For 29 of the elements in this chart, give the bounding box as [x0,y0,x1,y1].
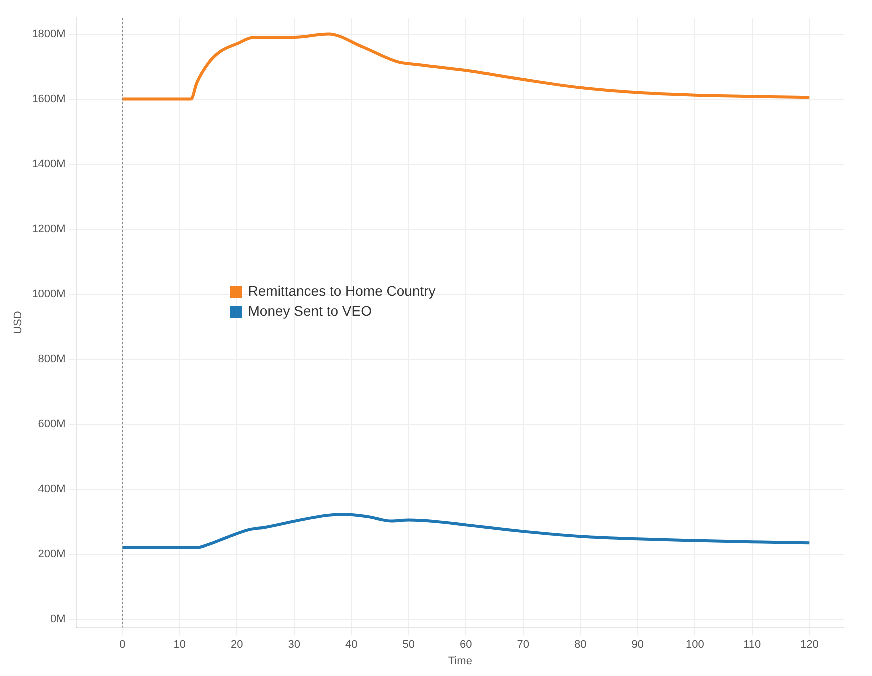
y-tick-label: 1600M [32,93,66,106]
x-tick-label: 70 [517,639,530,652]
y-tick-label: 1200M [32,223,66,236]
y-tick-label: 1000M [32,288,66,300]
x-tick-label: 90 [632,639,644,652]
x-tick-label: 50 [402,639,416,652]
y-tick-label: 1400M [32,158,66,170]
y-tick-label: 1800M [32,28,66,40]
y-tick-label: 200M [38,548,66,560]
x-tick-label: 20 [231,639,244,652]
legend-label: Remittances to Home Country [248,283,436,300]
x-tick-label: 0 [120,639,126,652]
x-tick-label: 30 [288,639,301,652]
x-tick-label: 120 [800,639,819,652]
line-series [121,32,812,101]
y-axis-title: USD [12,311,25,334]
y-tick-label: 400M [38,483,66,496]
line-series [121,513,812,550]
y-tick-label: 0M [50,614,66,626]
x-tick-label: 80 [574,639,587,652]
y-tick-label: 800M [38,353,66,366]
x-tick-label: 60 [460,639,472,652]
x-axis-title: Time [448,655,472,668]
x-tick-label: 110 [744,639,762,652]
x-tick-label: 100 [686,639,704,652]
y-tick-label: 600M [38,418,66,430]
legend-label: Money Sent to VEO [248,303,372,320]
x-tick-label: 10 [174,639,186,652]
x-tick-label: 40 [346,639,358,652]
